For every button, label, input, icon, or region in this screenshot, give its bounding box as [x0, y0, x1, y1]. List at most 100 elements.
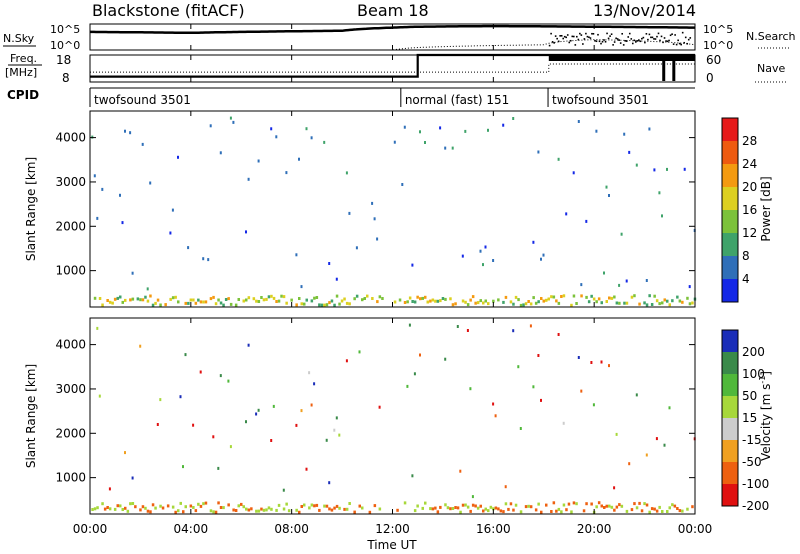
heatmap-cell [537, 300, 540, 304]
heatmap-cell [300, 302, 303, 306]
ytick-label: 2000 [55, 219, 86, 233]
heatmap-cell [413, 300, 417, 304]
heatmap-cell [565, 212, 568, 216]
noise-search-point [606, 32, 608, 35]
heatmap-cell [141, 298, 145, 302]
noise-search-point [678, 42, 681, 45]
heatmap-cell [310, 299, 314, 303]
heatmap-cell [202, 257, 205, 261]
noise-search-point [657, 32, 660, 35]
noise-search-point [607, 37, 610, 40]
heatmap-cell [671, 299, 674, 303]
heatmap-cell [247, 296, 251, 300]
noise-search-point [630, 38, 633, 40]
heatmap-cell [393, 140, 396, 144]
noise-search-point [592, 32, 595, 35]
heatmap-cell [403, 125, 406, 129]
noise-search-point [615, 37, 617, 40]
noise-search-point [572, 35, 575, 38]
heatmap-cell [156, 423, 159, 426]
heatmap-cell [129, 298, 132, 302]
heatmap-cell [119, 193, 121, 197]
noise-search-point [621, 32, 623, 35]
heatmap-cell [451, 303, 455, 307]
noise-search-point [616, 38, 619, 40]
heatmap-cell [91, 135, 94, 139]
heatmap-cell [345, 301, 349, 305]
noise-search-point [672, 43, 675, 45]
heatmap-cell [156, 298, 160, 302]
heatmap-cell [663, 298, 666, 302]
heatmap-cell [361, 298, 364, 302]
heatmap-cell [171, 296, 175, 300]
heatmap-cell [633, 294, 636, 298]
heatmap-cell [229, 302, 233, 306]
heatmap-cell [479, 299, 482, 303]
noise-search-point [683, 41, 686, 44]
heatmap-cell [124, 298, 127, 302]
heatmap-cell [108, 300, 112, 304]
heatmap-cell [209, 297, 213, 301]
heatmap-cell [562, 294, 566, 298]
heatmap-cell [688, 285, 691, 289]
heatmap-cell [411, 300, 414, 303]
heatmap-cell [645, 279, 648, 282]
freq-plot-area [90, 53, 695, 81]
heatmap-cell [691, 301, 694, 305]
noise-search-point [633, 39, 636, 42]
heatmap-cell [419, 297, 422, 301]
heatmap-cell [620, 232, 623, 236]
noise-search-point [638, 39, 640, 41]
heatmap-cell [187, 246, 190, 250]
heatmap-cell [366, 294, 369, 298]
heatmap-cell [124, 506, 127, 510]
nave-ytick-60: 60 [706, 53, 721, 67]
noise-search-point [589, 37, 592, 39]
heatmap-cell [686, 296, 689, 300]
heatmap-cell [222, 303, 225, 307]
heatmap-cell [267, 295, 271, 299]
heatmap-cell [93, 174, 96, 178]
heatmap-cell [355, 246, 358, 250]
noise-search-point [635, 41, 637, 43]
heatmap-cell [580, 294, 583, 298]
heatmap-cell [688, 302, 692, 306]
noise-search-point [663, 37, 666, 39]
heatmap-cell [615, 301, 619, 305]
noise-search-point [668, 39, 670, 42]
heatmap-cell [603, 271, 605, 275]
heatmap-cell [618, 301, 621, 305]
heatmap-cell [436, 299, 440, 303]
heatmap-cell [207, 258, 210, 262]
heatmap-cell [131, 297, 135, 301]
heatmap-cell [585, 219, 588, 223]
heatmap-cell [653, 168, 656, 172]
heatmap-cell [398, 298, 402, 302]
noise-search-point [622, 44, 625, 46]
heatmap-cell [262, 298, 266, 302]
heatmap-cell [242, 299, 245, 303]
noise-right-label: N.Search [746, 30, 796, 43]
heatmap-cell [461, 254, 464, 258]
heatmap-cell [255, 299, 258, 303]
noise-search-point [641, 37, 643, 40]
heatmap-cell [661, 301, 664, 305]
heatmap-cell [146, 299, 150, 303]
heatmap-cell [676, 295, 679, 299]
heatmap-cell [638, 302, 641, 306]
heatmap-cell [597, 297, 601, 301]
heatmap-cell [454, 302, 457, 306]
heatmap-cell [285, 171, 288, 175]
heatmap-cell [643, 301, 646, 305]
heatmap-cell [605, 185, 608, 189]
noise-search-point [627, 36, 630, 38]
beam-label: Beam 18 [357, 1, 429, 20]
heatmap-cell [333, 303, 336, 307]
noise-search-point [597, 33, 599, 36]
heatmap-cell [371, 201, 374, 205]
cpid-label: CPID [7, 88, 39, 102]
heatmap-cell [471, 295, 475, 299]
heatmap-cell [482, 301, 485, 305]
noise-search-point [554, 35, 557, 37]
heatmap-cell [98, 297, 102, 300]
